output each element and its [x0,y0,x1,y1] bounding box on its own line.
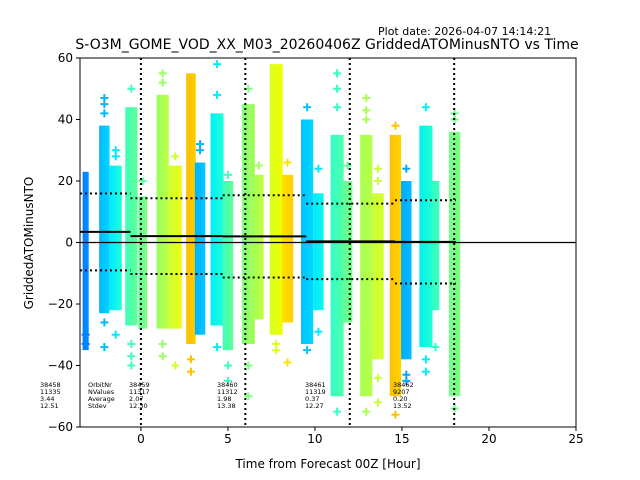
data-strip [222,181,234,351]
orbit-stat-value: 0.20 [393,395,407,403]
data-layer [80,58,576,427]
orbit-stat-value: 13.52 [393,402,412,410]
data-strip [82,171,89,351]
orbit-stat-value: 38461 [305,381,326,389]
data-strip [186,73,196,344]
orbit-stat-value: 11317 [129,388,150,396]
chart-title: S-O3M_GOME_VOD_XX_M03_20260406Z GriddedA… [75,37,578,53]
y-axis-label: GriddedATOMinusNTO [22,177,36,310]
data-strip [254,174,264,320]
orbit-stat-value: 12.27 [305,402,324,410]
orbit-stat-value: 0.37 [305,395,319,403]
data-strip [431,181,440,311]
y-tick-label: −40 [48,359,73,373]
y-tick-label: 40 [58,113,73,127]
x-tick-label: 25 [568,432,583,446]
orbit-stat-value: 9207 [393,388,410,396]
data-strip [168,165,182,329]
orbit-stat-value: 3.44 [40,395,54,403]
y-tick-label: 20 [58,174,73,188]
data-strip [301,119,314,344]
data-strip [389,134,402,397]
orbit-stat-value: 38458 [40,381,61,389]
data-strip [313,193,324,311]
stats-header-label: OrbitNr [88,381,112,389]
x-tick-label: 15 [394,432,409,446]
data-strip [194,162,206,335]
y-tick-label: 0 [65,236,73,250]
x-tick-label: 10 [307,432,322,446]
data-strip [360,134,373,397]
stats-header-label: Average [88,395,115,403]
y-tick-label: −20 [48,297,73,311]
orbit-stat-value: 38462 [393,381,414,389]
x-tick-label: 20 [481,432,496,446]
data-strip [125,107,138,326]
data-strip [241,104,255,344]
y-tick-label: −60 [48,420,73,434]
data-strip [401,181,412,360]
orbit-stat-value: 38460 [217,381,238,389]
plot-date: Plot date: 2026-04-07 14:14:21 [378,25,551,38]
orbit-stat-value: 13.38 [217,402,236,410]
orbit-stat-value: 12.51 [40,402,59,410]
orbit-stat-value: 11335 [40,388,61,396]
orbit-stat-value: 38459 [129,381,150,389]
orbit-stat-value: 12.30 [129,402,148,410]
x-tick-label: 0 [137,432,145,446]
data-strip [99,125,110,314]
x-tick-label: 5 [224,432,232,446]
stats-header-label: NValues [88,388,115,396]
y-tick-label: 60 [58,51,73,65]
orbit-stat-value: 11312 [217,388,238,396]
data-strip [342,181,353,323]
stats-header-label: Stdev [88,402,107,410]
orbit-stat-value: 2.07 [129,395,143,403]
x-axis-label: Time from Forecast 00Z [Hour] [234,457,420,471]
data-strip [210,113,224,326]
data-strip [281,174,294,323]
data-strip [156,94,169,329]
data-strip [269,64,283,335]
orbit-stat-value: 1.98 [217,395,231,403]
data-strip [138,196,148,329]
data-strip [372,193,384,360]
data-strip [109,165,122,311]
orbit-stat-value: 11319 [305,388,326,396]
data-strip [419,125,433,348]
data-strip [330,134,344,397]
